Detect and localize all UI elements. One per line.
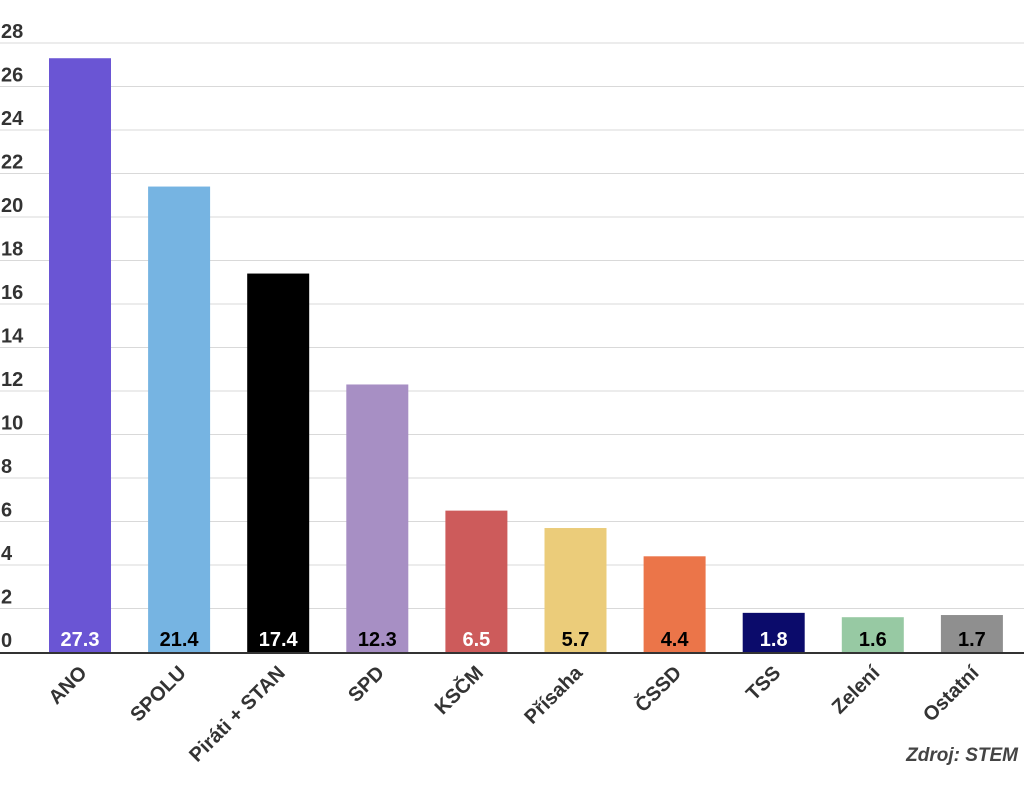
data-label: 12.3 — [358, 629, 397, 651]
data-label: 1.8 — [760, 629, 788, 651]
y-tick-label: 26 — [1, 65, 23, 87]
bar-tss — [742, 612, 805, 652]
y-tick-label: 8 — [1, 456, 12, 478]
bars — [49, 58, 1003, 653]
bar-p-saha — [544, 528, 607, 652]
bar-spolu — [148, 186, 211, 653]
x-tick-label: SPOLU — [126, 662, 190, 726]
y-tick-label: 4 — [1, 543, 13, 565]
x-tick-label: SPD — [344, 662, 389, 707]
data-label: 17.4 — [259, 629, 299, 651]
bar-pir-ti-stan — [247, 273, 310, 652]
data-label: 4.4 — [661, 629, 690, 651]
x-tick-label: KSČM — [429, 661, 488, 720]
y-tick-label: 10 — [1, 413, 23, 435]
x-tick-label: Zelení — [828, 661, 885, 718]
bar-zelen- — [841, 617, 904, 652]
data-label: 1.6 — [859, 629, 887, 651]
x-tick-label: Piráti + STAN — [185, 662, 289, 766]
y-tick-label: 20 — [1, 195, 23, 217]
bar-ano — [49, 58, 111, 653]
y-tick-label: 12 — [1, 369, 23, 391]
y-tick-label: 6 — [1, 500, 12, 522]
y-tick-label: 14 — [1, 326, 24, 348]
bar-spd — [346, 384, 409, 652]
y-tick-label: 2 — [1, 587, 12, 609]
data-label: 1.7 — [958, 629, 986, 651]
bar-ostatn- — [940, 615, 1003, 652]
data-label: 21.4 — [160, 629, 200, 651]
bar-ks-m — [445, 510, 508, 652]
data-label: 5.7 — [562, 629, 590, 651]
x-tick-label: ČSSD — [630, 661, 686, 717]
y-tick-label: 0 — [1, 630, 12, 652]
y-tick-label: 28 — [1, 21, 23, 43]
x-tick-label: Přísaha — [520, 661, 587, 728]
data-label: 27.3 — [61, 629, 100, 651]
source-note: Zdroj: STEM — [906, 745, 1018, 766]
y-tick-label: 16 — [1, 282, 23, 304]
x-tick-label: ANO — [45, 662, 92, 709]
data-label: 6.5 — [462, 629, 490, 651]
bar--ssd — [643, 556, 706, 652]
y-tick-label: 24 — [1, 108, 24, 130]
y-tick-label: 18 — [1, 239, 23, 261]
x-tick-label: TSS — [742, 662, 785, 705]
y-tick-label: 22 — [1, 152, 23, 174]
data-labels: 27.3 21.4 17.4 12.3 6.5 5.7 4.4 1.8 1.6 1.7 — [61, 629, 986, 651]
x-tick-label: Ostatní — [919, 661, 984, 726]
